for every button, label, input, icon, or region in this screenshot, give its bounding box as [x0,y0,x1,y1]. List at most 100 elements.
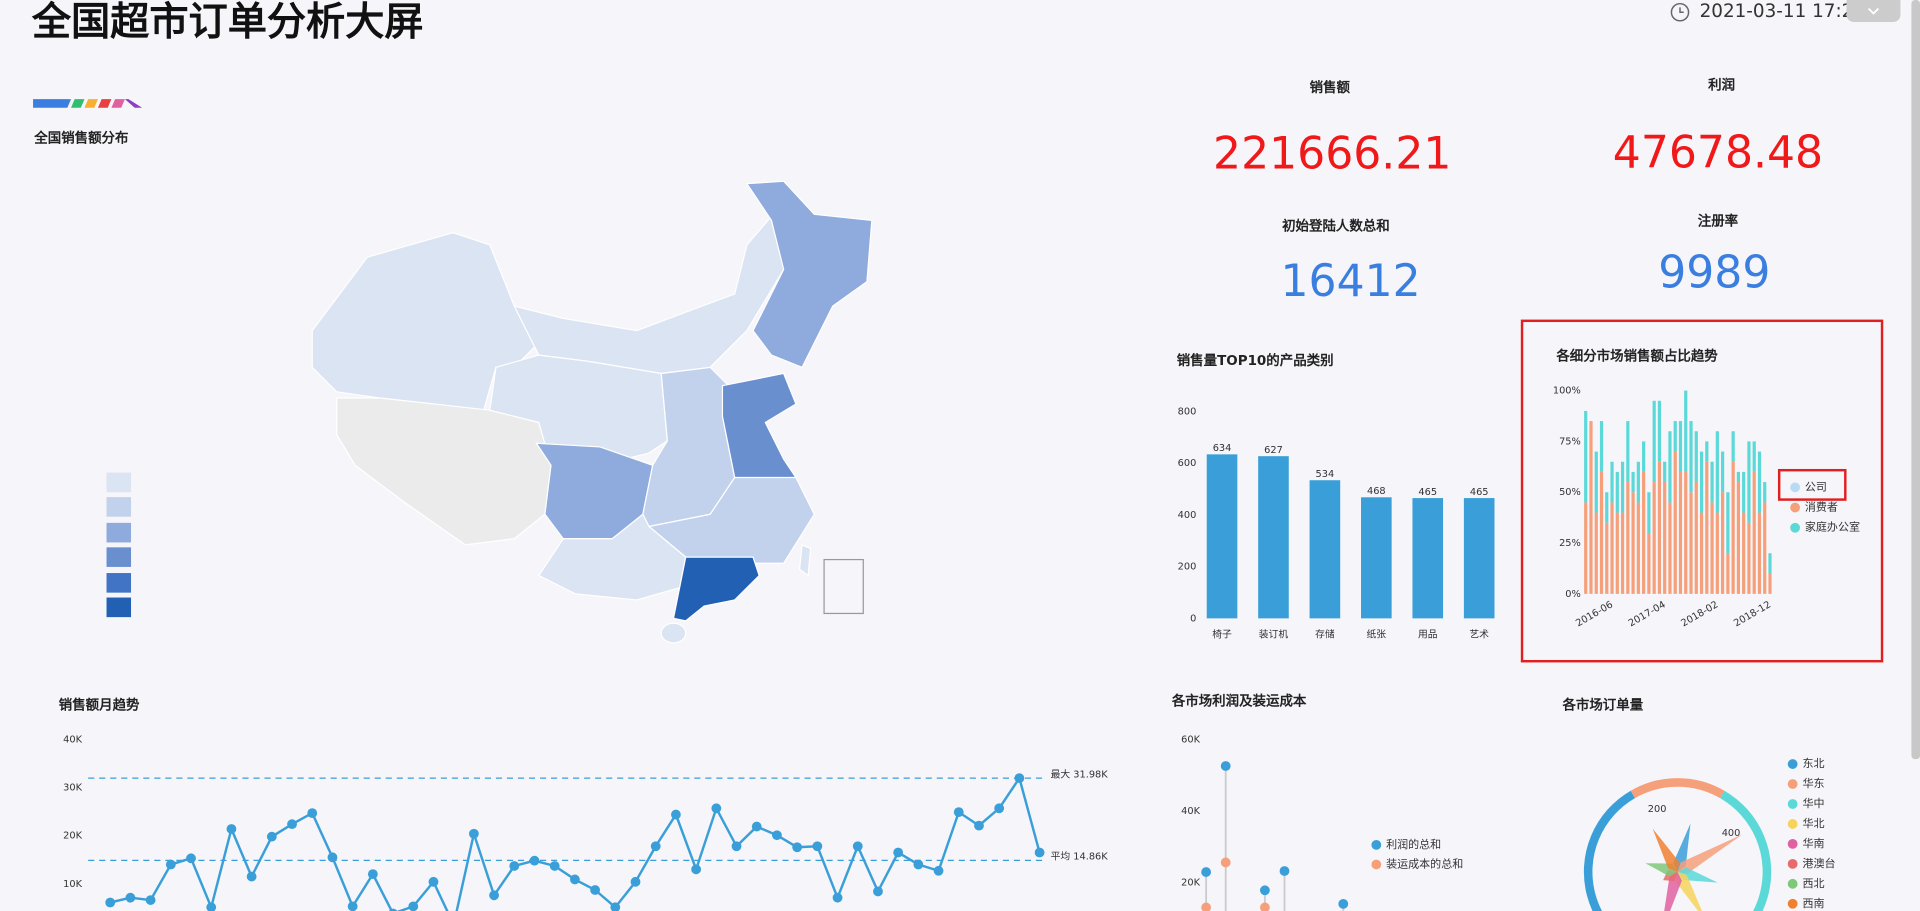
bar-segment [1721,451,1725,493]
legend-marker[interactable] [1787,878,1798,889]
legend-label[interactable]: 华南 [1802,836,1824,850]
kpi-label: 初始登陆人数总和 [1282,218,1390,235]
kpi-label: 注册率 [1698,213,1739,230]
bar-segment [1668,502,1672,594]
legend-marker[interactable] [1371,859,1382,870]
chart-title: 各市场利润及装运成本 [1171,693,1307,710]
legend-marker[interactable] [1787,779,1798,789]
bar-segment [1768,553,1772,574]
petal [1677,834,1743,874]
legend-marker[interactable] [1787,839,1798,849]
point [852,841,863,852]
y-tick-label: 800 [1178,406,1197,417]
legend-swatch[interactable] [106,522,132,543]
x-tick-label: 2018-02 [1679,599,1720,629]
legend-swatch[interactable] [106,547,132,567]
bar-segment [1742,471,1746,513]
legend-marker[interactable] [1790,522,1800,533]
region [336,397,552,546]
x-tick-label: 2016-06 [1574,599,1615,629]
legend-label[interactable]: 西北 [1802,877,1824,890]
legend-marker[interactable] [1787,858,1798,869]
legend-label[interactable]: 家庭办公室 [1805,520,1860,534]
legend-swatch[interactable] [106,497,132,517]
y-tick-label: 20K [63,831,82,842]
kpi-value: 16412 [1280,256,1420,307]
legend-marker[interactable] [1371,839,1382,850]
point [1279,866,1290,876]
bar-segment [1584,502,1588,594]
bar-segment [1657,400,1662,462]
legend-swatch[interactable] [106,472,132,493]
bar [1412,498,1444,619]
chart-title: 销售额月趋势 [59,696,140,713]
y-tick-label: 400 [1178,510,1197,521]
legend-label[interactable]: 公司 [1805,480,1827,493]
point [327,852,338,863]
region [672,556,760,622]
point [610,902,621,911]
point [630,876,641,887]
mark-line-label: 平均 14.86K [1051,851,1109,863]
bar-segment [1710,502,1714,594]
point [994,803,1005,814]
point [650,841,661,852]
point [974,820,984,831]
point [953,807,964,818]
bar-segment [1636,461,1640,503]
y-tick-label: 0 [1190,613,1196,624]
point [266,831,277,842]
legend-marker[interactable] [1787,898,1798,909]
bar-segment [1663,461,1667,483]
south-sea-inset [823,558,864,615]
y-tick-label: 200 [1178,562,1197,573]
legend-label[interactable]: 华中 [1802,796,1824,810]
mark-line-label: 最大 31.98K [1051,767,1109,780]
bar [1258,456,1289,619]
point [347,901,358,911]
legend-swatch[interactable] [106,573,132,593]
legend-label[interactable]: 利润的总和 [1386,837,1441,851]
point [751,821,762,832]
point [711,803,722,814]
point [246,871,257,882]
point [489,890,499,901]
legend-label[interactable]: 华北 [1802,816,1824,830]
point [307,808,318,819]
x-tick-label: 2017-04 [1627,599,1668,629]
bar-segment [1684,471,1688,594]
legend-marker[interactable] [1787,799,1798,809]
point [206,902,217,911]
petal [1673,823,1691,872]
bar-segment [1673,451,1677,594]
legend-marker[interactable] [1787,759,1798,769]
legend-label[interactable]: 港澳台 [1802,856,1835,870]
value-label: 634 [1213,443,1232,454]
bar-segment [1657,461,1662,594]
legend-swatch[interactable] [106,597,132,618]
bar-segment [1673,421,1677,452]
legend-label[interactable]: 华东 [1802,776,1824,790]
point [671,809,681,820]
chart-title: 销售量TOP10的产品类别 [1177,352,1334,369]
scrollbar[interactable] [1911,0,1920,760]
bar-segment [1599,471,1604,594]
point [1260,885,1270,896]
legend-marker[interactable] [1790,502,1800,513]
legend-marker[interactable] [1787,819,1798,829]
bar-segment [1599,421,1604,472]
bar-segment [1705,441,1709,462]
legend-label[interactable]: 装运成本的总和 [1386,856,1463,870]
y-tick-label: 100% [1553,386,1581,397]
legend-label[interactable]: 东北 [1802,757,1824,770]
point [1034,847,1045,858]
y-tick-label: 60K [1181,735,1200,746]
legend-label[interactable]: 西南 [1802,897,1824,910]
bar-segment [1589,421,1593,594]
x-tick-label: 纸张 [1367,627,1387,640]
legend-marker[interactable] [1790,482,1800,493]
dropdown-button[interactable] [1846,0,1901,23]
bar-segment [1721,492,1725,594]
legend-label[interactable]: 消费者 [1805,500,1838,514]
